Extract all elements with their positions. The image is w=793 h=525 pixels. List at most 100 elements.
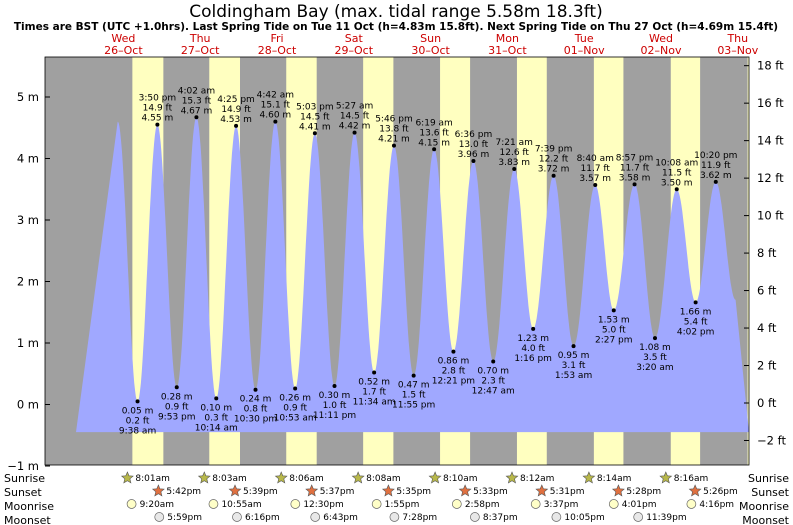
tide-label-text: 0.8 ft [244, 405, 268, 415]
day-date: 29–Oct [335, 44, 374, 57]
y-tick-label-ft: 10 ft [757, 209, 784, 223]
tide-label-text: 3:50 pm [139, 94, 177, 104]
tide-label-text: 0.05 m [122, 406, 154, 416]
y-tick-label-m: 1 m [17, 336, 39, 350]
tide-label-text: 11.9 ft [701, 161, 731, 171]
sunset-time: 5:33pm [473, 487, 508, 497]
sunrise-icon [505, 471, 519, 484]
tide-label-text: 3.50 m [661, 178, 693, 188]
tide-label-text: 13.6 ft [419, 128, 449, 138]
day-date: 01–Nov [564, 44, 605, 57]
tide-point [214, 396, 219, 401]
sunrise-icon [120, 471, 134, 484]
y-tick-label-m: 4 m [17, 152, 39, 166]
tide-point [352, 130, 357, 135]
tide-label-text: 12:21 pm [432, 377, 475, 387]
tide-label-text: 1.53 m [598, 315, 630, 325]
y-tick-label-m: −1 m [7, 459, 39, 473]
tide-label-text: 4.41 m [299, 122, 331, 132]
tide-point [391, 143, 396, 148]
tide-label-text: 10:20 pm [694, 151, 737, 161]
moonrise-time: 3:37pm [544, 500, 579, 510]
tide-label-text: 0.52 m [358, 378, 390, 388]
tide-label-text: 3.83 m [498, 158, 530, 168]
day-name: Thu [189, 32, 211, 45]
day-name: Sat [345, 32, 364, 45]
tide-label-text: 13.0 ft [459, 140, 489, 150]
tide-point [674, 187, 679, 192]
tide-point [194, 115, 199, 120]
tide-point [293, 386, 298, 391]
sunset-time: 5:35pm [396, 487, 431, 497]
chart-subtitle: Times are BST (UTC +1.0hrs). Last Spring… [14, 21, 778, 33]
tide-label-text: 11.7 ft [581, 164, 611, 174]
sunrise-time: 8:06am [289, 474, 324, 484]
tide-label-text: 2.8 ft [442, 367, 466, 377]
sunset-time: 5:39pm [243, 487, 278, 497]
tide-label-text: 0.26 m [279, 394, 311, 404]
tide-label-text: 14.5 ft [340, 112, 370, 122]
tide-label-text: 6:19 am [415, 118, 452, 128]
tide-point [451, 349, 456, 354]
sunset-icon [458, 484, 472, 497]
day-date: 28–Oct [258, 44, 297, 57]
tide-label-text: 3.96 m [458, 150, 490, 160]
y-tick-label-ft: 8 ft [757, 246, 777, 260]
tide-label-text: 4.53 m [220, 115, 252, 125]
tide-label-text: 5:27 am [336, 102, 373, 112]
tide-label-text: 0.86 m [438, 357, 470, 367]
y-tick-label-ft: 16 ft [757, 96, 784, 110]
tide-label-text: 3.72 m [538, 165, 570, 175]
tide-label-text: 15.3 ft [182, 96, 212, 106]
tide-label-text: 12.6 ft [500, 148, 530, 158]
tide-point [632, 182, 637, 187]
moonrise-icon [126, 499, 137, 509]
tide-curve [76, 117, 749, 433]
day-name: Wed [111, 32, 135, 45]
moonset-time: 5:59pm [167, 513, 202, 523]
tide-label-text: 4:02 pm [677, 327, 715, 337]
low-tide-label: 1.66 m5.4 ft4:02 pm [677, 307, 715, 337]
tide-label-text: 11.5 ft [662, 168, 692, 178]
sunset-icon [688, 484, 702, 497]
day-name: Sun [420, 32, 441, 45]
moonrise-icon [451, 499, 462, 509]
tide-point [571, 344, 576, 349]
sunrise-row-label-right: Sunrise [748, 472, 789, 485]
tide-point [174, 385, 179, 390]
tide-label-text: 4.55 m [142, 114, 174, 124]
moonrise-icon [371, 499, 382, 509]
tide-point [491, 359, 496, 364]
tide-label-text: 0.95 m [558, 351, 590, 361]
tide-label-text: 4.15 m [418, 138, 450, 148]
y-tick-label-ft: 0 ft [757, 396, 777, 410]
y-tick-label-ft: 4 ft [757, 321, 777, 335]
tide-point [713, 179, 718, 184]
tide-label-text: 5:46 pm [375, 115, 413, 125]
tide-label-text: 8:57 pm [616, 153, 654, 163]
y-tick-label-ft: 14 ft [757, 134, 784, 148]
moonrise-time: 2:58pm [465, 500, 500, 510]
sunset-icon [381, 484, 395, 497]
day-date: 03–Nov [717, 44, 758, 57]
moonset-icon [551, 512, 562, 522]
tide-label-text: 1.08 m [639, 343, 671, 353]
tide-label-text: 4.67 m [181, 106, 213, 116]
tide-label-text: 0.2 ft [126, 416, 150, 426]
tide-label-text: 4.21 m [378, 135, 410, 145]
low-tide-label: 0.95 m3.1 ft1:53 am [555, 351, 592, 381]
tide-label-text: 8:40 am [577, 154, 614, 164]
low-tide-label: 1.23 m4.0 ft1:16 pm [514, 334, 552, 364]
sunrise-icon [582, 471, 596, 484]
tide-label-text: 1.23 m [517, 334, 549, 344]
